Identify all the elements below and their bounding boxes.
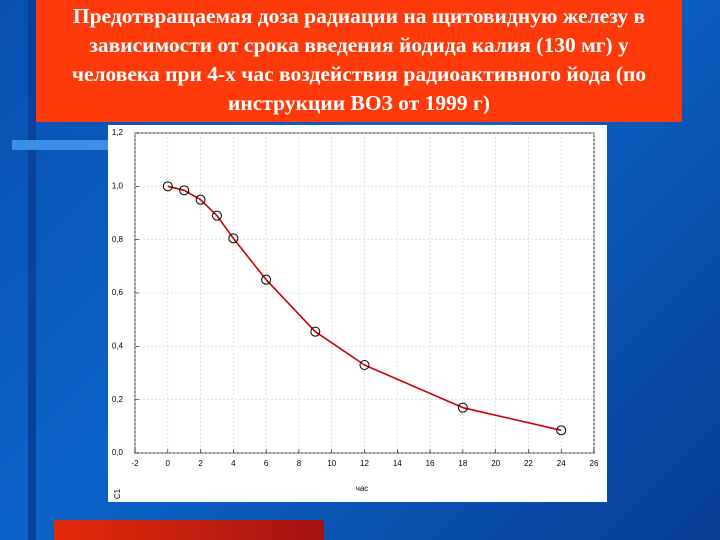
- y-tick-label: 0,0: [112, 448, 124, 457]
- y-tick-label: 0,6: [112, 288, 124, 297]
- data-point: [179, 185, 190, 196]
- y-tick-label: 0,4: [112, 341, 124, 350]
- y-tick-label: 1,2: [112, 128, 124, 137]
- x-tick-label: 14: [393, 459, 402, 468]
- data-point: [556, 425, 567, 436]
- x-tick-label: 8: [297, 459, 302, 468]
- data-line: [167, 185, 562, 432]
- x-tick-label: 0: [166, 459, 171, 468]
- data-point: [228, 233, 239, 244]
- title-line: человека при 4-х час воздействия радиоак…: [71, 62, 647, 86]
- x-tick-label: -2: [131, 459, 139, 468]
- x-tick-label: 2: [198, 459, 203, 468]
- x-tick-label: 20: [491, 459, 500, 468]
- title-line: инструкции ВОЗ от 1999 г): [228, 91, 490, 115]
- data-point: [261, 274, 272, 285]
- data-point: [359, 360, 370, 370]
- x-tick-label: 4: [231, 459, 236, 468]
- corner-label: C1: [113, 488, 122, 499]
- x-tick-label: 22: [524, 459, 533, 468]
- title-line: Предотвращаемая доза радиации на щитовид…: [72, 4, 646, 28]
- y-tick-label: 0,2: [112, 395, 124, 404]
- x-tick-label: 6: [264, 459, 269, 468]
- data-point: [211, 210, 222, 221]
- data-point: [310, 326, 321, 337]
- x-tick-label: 24: [557, 459, 566, 468]
- data-point: [195, 194, 206, 205]
- title-box: Предотвращаемая доза радиации на щитовид…: [36, 0, 682, 122]
- y-tick-label: 0,8: [112, 235, 124, 244]
- y-tick-label: 1,0: [112, 181, 124, 190]
- x-tick-label: 12: [360, 459, 369, 468]
- x-tick-label: 26: [590, 459, 599, 468]
- x-tick-label: 16: [426, 459, 435, 468]
- title-line: зависимости от срока введения йодида кал…: [89, 33, 629, 57]
- accent-bar: [12, 140, 108, 150]
- data-point: [162, 181, 173, 192]
- chart-panel: [108, 125, 607, 502]
- x-tick-label: 10: [327, 459, 336, 468]
- x-axis-label: час: [356, 484, 369, 493]
- left-bar: [28, 0, 36, 540]
- x-tick-label: 18: [458, 459, 467, 468]
- data-point: [457, 402, 468, 413]
- bottom-bar: [54, 520, 324, 540]
